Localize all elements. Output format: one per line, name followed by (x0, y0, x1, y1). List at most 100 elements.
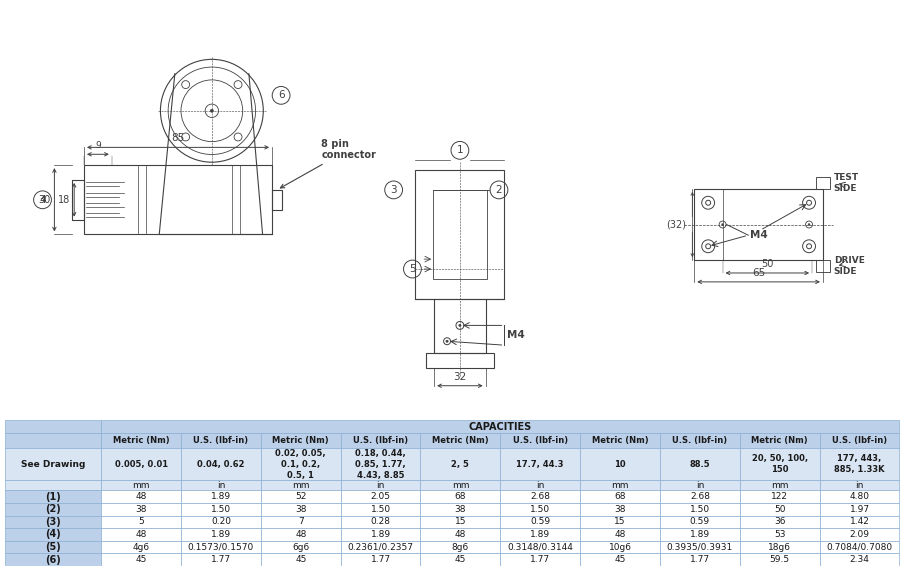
Text: 1.89: 1.89 (210, 530, 231, 539)
Text: 30: 30 (38, 195, 51, 205)
Text: 45: 45 (294, 555, 306, 564)
Circle shape (445, 340, 448, 342)
Bar (819, 433, 898, 448)
Bar (340, 481, 420, 490)
Text: 1.89: 1.89 (529, 530, 550, 539)
Text: 1.50: 1.50 (529, 505, 550, 514)
Text: 1: 1 (456, 145, 462, 155)
Text: 6: 6 (277, 91, 284, 100)
Text: 0.7084/0.7080: 0.7084/0.7080 (825, 543, 891, 552)
Bar (5, 433, 101, 448)
Bar (420, 503, 499, 516)
Bar (340, 490, 420, 503)
Bar (181, 448, 261, 481)
Bar (580, 528, 659, 541)
Text: 1.89: 1.89 (210, 492, 231, 501)
Text: 15: 15 (614, 517, 625, 526)
Text: 3: 3 (390, 185, 396, 195)
Bar (5, 503, 101, 516)
Text: 1.89: 1.89 (689, 530, 709, 539)
Bar (580, 433, 659, 448)
Bar (72, 180, 84, 220)
Text: in: in (535, 481, 544, 490)
Text: M4: M4 (507, 331, 525, 340)
Text: 2.09: 2.09 (849, 530, 869, 539)
Text: 0.005, 0.01: 0.005, 0.01 (115, 460, 167, 469)
Bar (819, 490, 898, 503)
Bar (580, 481, 659, 490)
Bar (101, 541, 181, 554)
Bar (739, 541, 819, 554)
Bar (340, 516, 420, 528)
Bar (5, 528, 101, 541)
Text: 45: 45 (454, 555, 466, 564)
Text: Metric (Nm): Metric (Nm) (113, 436, 169, 445)
Text: 38: 38 (614, 505, 625, 514)
Bar (819, 528, 898, 541)
Text: (4): (4) (45, 529, 61, 539)
Text: 15: 15 (454, 517, 466, 526)
Text: mm: mm (292, 481, 309, 490)
Bar (499, 448, 580, 481)
Bar (261, 448, 340, 481)
Text: 2.68: 2.68 (689, 492, 709, 501)
Bar (499, 433, 580, 448)
Bar (340, 448, 420, 481)
Bar (580, 516, 659, 528)
Text: 1.97: 1.97 (849, 505, 869, 514)
Text: U.S. (lbf-in): U.S. (lbf-in) (353, 436, 407, 445)
Text: 85: 85 (172, 134, 184, 143)
Text: 9: 9 (95, 142, 100, 151)
Bar (340, 433, 420, 448)
Circle shape (210, 109, 213, 112)
Bar (181, 528, 261, 541)
Bar (659, 481, 739, 490)
Bar (261, 490, 340, 503)
Bar (659, 503, 739, 516)
Bar (433, 190, 487, 279)
Bar (420, 541, 499, 554)
Bar (181, 541, 261, 554)
Text: Metric (Nm): Metric (Nm) (750, 436, 807, 445)
Bar (819, 554, 898, 566)
Bar (101, 528, 181, 541)
Text: 1.50: 1.50 (689, 505, 709, 514)
Bar (420, 433, 499, 448)
Text: U.S. (lbf-in): U.S. (lbf-in) (512, 436, 567, 445)
Text: 38: 38 (294, 505, 306, 514)
Bar (5, 481, 101, 490)
Bar (5, 420, 101, 433)
Text: 2.68: 2.68 (530, 492, 550, 501)
Bar (426, 353, 493, 368)
Text: See Drawing: See Drawing (21, 460, 85, 469)
Text: 177, 443,
885, 1.33K: 177, 443, 885, 1.33K (833, 454, 884, 474)
Text: in: in (217, 481, 225, 490)
Text: 1.77: 1.77 (370, 555, 390, 564)
Bar (819, 448, 898, 481)
Bar (739, 481, 819, 490)
Text: 1.89: 1.89 (370, 530, 390, 539)
Text: 6g6: 6g6 (292, 543, 309, 552)
Bar (261, 433, 340, 448)
Bar (819, 541, 898, 554)
Bar (659, 490, 739, 503)
Text: 0.3935/0.3931: 0.3935/0.3931 (666, 543, 732, 552)
Text: 0.59: 0.59 (529, 517, 550, 526)
Bar (181, 554, 261, 566)
Circle shape (807, 224, 809, 225)
Text: 20, 50, 100,
150: 20, 50, 100, 150 (750, 454, 807, 474)
Text: 0.20: 0.20 (210, 517, 230, 526)
Text: 4: 4 (39, 195, 46, 205)
Text: 10: 10 (613, 460, 625, 469)
Text: 59.5: 59.5 (768, 555, 789, 564)
Text: 48: 48 (454, 530, 466, 539)
Text: 0.59: 0.59 (689, 517, 709, 526)
Bar (5, 554, 101, 566)
Bar (739, 516, 819, 528)
Circle shape (458, 324, 461, 327)
Text: 0.3148/0.3144: 0.3148/0.3144 (507, 543, 573, 552)
Bar (659, 516, 739, 528)
Text: DRIVE
SIDE: DRIVE SIDE (833, 256, 863, 276)
Bar (659, 433, 739, 448)
Text: (5): (5) (45, 542, 61, 552)
